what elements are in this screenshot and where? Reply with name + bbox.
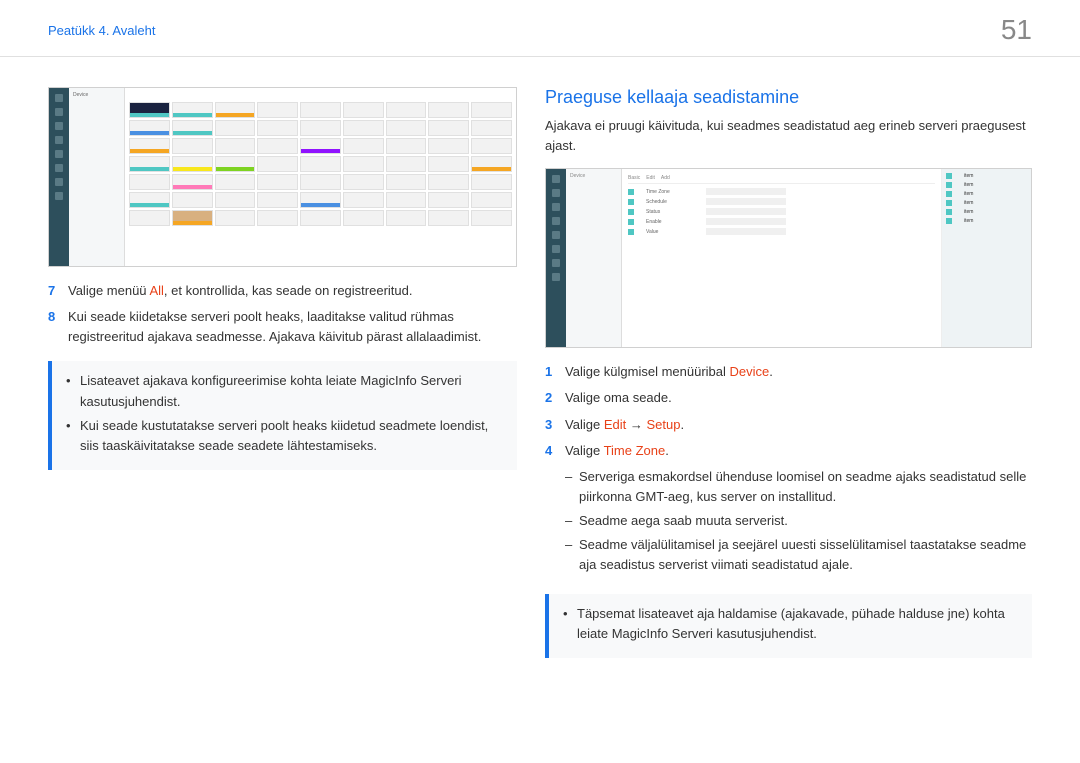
left-note-box: Lisateavet ajakava konfigureerimise koht… — [48, 361, 517, 470]
shot-field-label: Value — [646, 229, 696, 235]
step-highlight: Edit — [604, 417, 626, 432]
shot-title: Device — [570, 173, 617, 179]
shot-main — [125, 88, 516, 266]
dash-item: Seadme väljalülitamisel ja seejärel uues… — [565, 535, 1032, 575]
content-area: Device 7 — [0, 57, 1080, 672]
shot-field-label: Schedule — [646, 199, 696, 205]
step-pre: Valige külgmisel menüüribal — [565, 364, 730, 379]
shot-nav-panel: Device — [566, 169, 622, 347]
step-text: Kui seade kiidetakse serveri poolt heaks… — [68, 307, 517, 347]
step-text: Valige Time Zone. Serveriga esmakordsel … — [565, 441, 1032, 580]
note-item: Täpsemat lisateavet aja haldamise (ajaka… — [563, 604, 1018, 644]
shot-main: Basic Edit Add Time Zone Schedule Status… — [622, 169, 941, 347]
shot-title: Device — [73, 92, 120, 98]
step-text: Valige Edit → Setup. — [565, 415, 1032, 435]
shot-field-label: Time Zone — [646, 189, 696, 195]
step-4: 4 Valige Time Zone. Serveriga esmakordse… — [545, 441, 1032, 580]
step-8: 8 Kui seade kiidetakse serveri poolt hea… — [48, 307, 517, 347]
step-number: 3 — [545, 415, 555, 435]
step-text: Valige külgmisel menüüribal Device. — [565, 362, 1032, 382]
step-3: 3 Valige Edit → Setup. — [545, 415, 1032, 435]
step-7: 7 Valige menüü All, et kontrollida, kas … — [48, 281, 517, 301]
step-highlight: All — [149, 283, 163, 298]
step-highlight: Device — [730, 364, 770, 379]
step-mid: → — [626, 417, 646, 432]
right-steps: 1 Valige külgmisel menüüribal Device. 2 … — [545, 362, 1032, 579]
step-pre: Valige menüü — [68, 283, 149, 298]
shot-field-label: Status — [646, 209, 696, 215]
dash-item: Serveriga esmakordsel ühenduse loomisel … — [565, 467, 1032, 507]
note-item: Lisateavet ajakava konfigureerimise koht… — [66, 371, 503, 411]
left-column: Device 7 — [48, 87, 517, 672]
shot-tab: Basic — [628, 175, 640, 181]
shot-field-label: Enable — [646, 219, 696, 225]
left-steps: 7 Valige menüü All, et kontrollida, kas … — [48, 281, 517, 347]
step-post: . — [665, 443, 669, 458]
shot-tab: Add — [661, 175, 670, 181]
right-note-box: Täpsemat lisateavet aja haldamise (ajaka… — [545, 594, 1032, 658]
dash-item: Seadme aega saab muuta serverist. — [565, 511, 1032, 531]
screenshot-device-setup: Device Basic Edit Add Time Zone Schedule… — [545, 168, 1032, 348]
step-number: 2 — [545, 388, 555, 408]
shot-tab: Edit — [646, 175, 655, 181]
step-pre: Valige — [565, 417, 604, 432]
shot-right-panel: item item item item item item — [941, 169, 1031, 347]
screenshot-device-grid: Device — [48, 87, 517, 267]
page-number: 51 — [1001, 14, 1032, 46]
step-number: 4 — [545, 441, 555, 580]
right-column: Praeguse kellaaja seadistamine Ajakava e… — [545, 87, 1032, 672]
step-highlight: Setup — [646, 417, 680, 432]
step-number: 1 — [545, 362, 555, 382]
step-post: . — [680, 417, 684, 432]
step-number: 7 — [48, 281, 58, 301]
step-2: 2 Valige oma seade. — [545, 388, 1032, 408]
step-1: 1 Valige külgmisel menüüribal Device. — [545, 362, 1032, 382]
step-post: . — [769, 364, 773, 379]
shot-sidebar — [49, 88, 69, 266]
step-text: Valige oma seade. — [565, 388, 1032, 408]
shot-nav-panel: Device — [69, 88, 125, 266]
step-highlight: Time Zone — [604, 443, 666, 458]
shot-sidebar — [546, 169, 566, 347]
dash-list: Serveriga esmakordsel ühenduse loomisel … — [565, 467, 1032, 576]
page-header: Peatükk 4. Avaleht 51 — [0, 0, 1080, 57]
note-item: Kui seade kustutatakse serveri poolt hea… — [66, 416, 503, 456]
chapter-link[interactable]: Peatükk 4. Avaleht — [48, 23, 155, 38]
step-text: Valige menüü All, et kontrollida, kas se… — [68, 281, 517, 301]
intro-text: Ajakava ei pruugi käivituda, kui seadmes… — [545, 116, 1032, 156]
section-heading: Praeguse kellaaja seadistamine — [545, 87, 1032, 108]
step-pre: Valige — [565, 443, 604, 458]
step-post: , et kontrollida, kas seade on registree… — [164, 283, 413, 298]
thumbnail-grid — [129, 102, 512, 226]
step-number: 8 — [48, 307, 58, 347]
